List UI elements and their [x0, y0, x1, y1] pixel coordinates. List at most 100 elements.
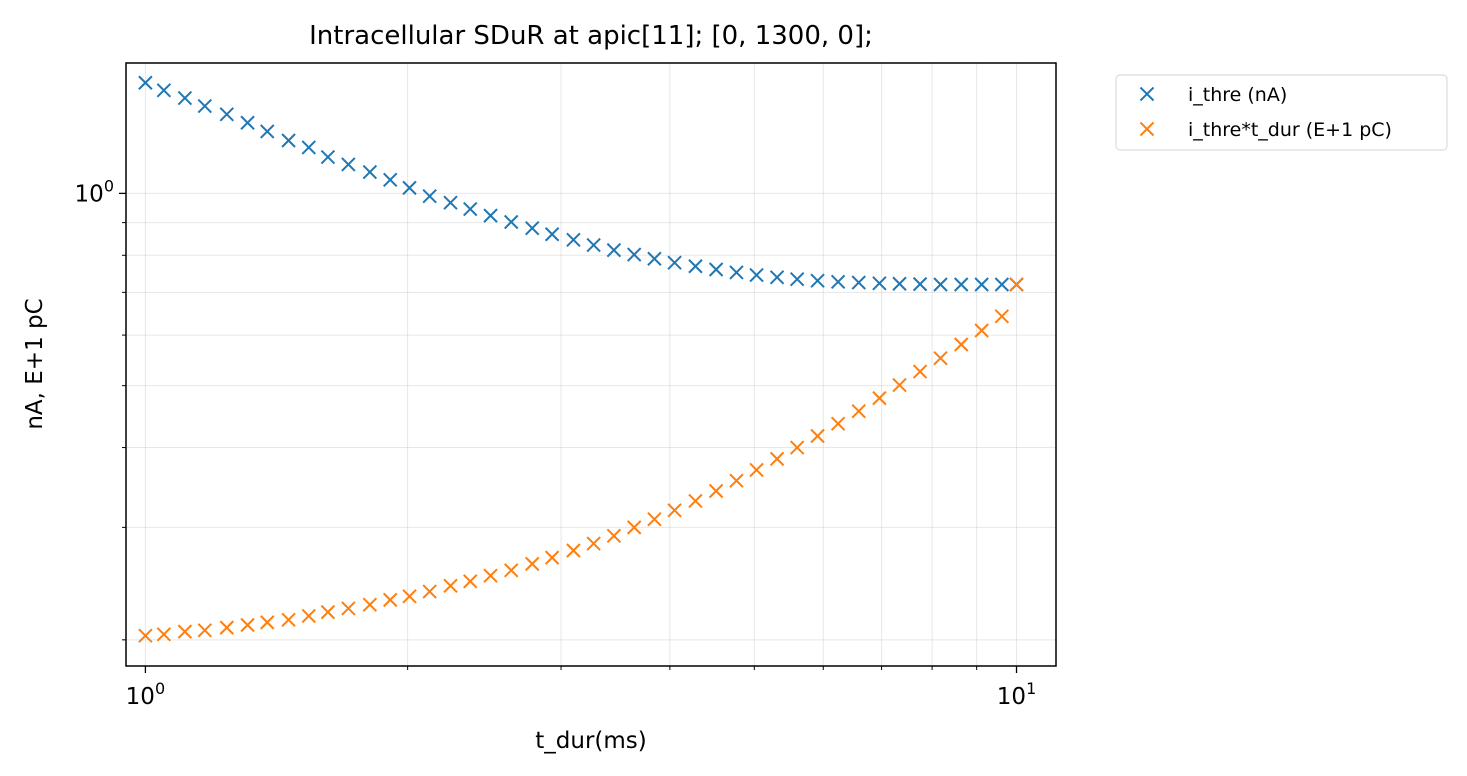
data-point	[177, 624, 193, 639]
data-point	[912, 364, 928, 379]
x-tick-label: 100	[126, 679, 165, 710]
data-point	[749, 462, 764, 478]
legend-marker	[1139, 86, 1155, 102]
data-point	[872, 390, 887, 406]
x-axis: 100 101	[126, 666, 1036, 710]
data-point	[281, 133, 296, 148]
data-point	[810, 273, 825, 288]
plot-frame	[125, 62, 1057, 667]
data-point	[301, 140, 316, 155]
data-point	[1009, 277, 1024, 292]
data-point	[138, 75, 153, 90]
data-point	[688, 259, 703, 274]
data-point	[240, 617, 255, 633]
data-point	[830, 416, 846, 431]
y-axis: 100	[75, 176, 126, 641]
data-point	[769, 451, 785, 467]
data-point	[240, 115, 255, 130]
data-point	[504, 214, 519, 230]
data-point	[954, 277, 969, 292]
data-point	[525, 221, 540, 236]
data-point	[463, 574, 478, 589]
data-point	[138, 628, 153, 643]
legend-box	[1115, 74, 1448, 151]
data-point	[544, 550, 560, 565]
data-point	[994, 309, 1010, 324]
data-point	[974, 323, 989, 338]
data-point	[708, 262, 724, 277]
data-point	[586, 237, 601, 253]
data-point	[954, 337, 969, 352]
data-point	[688, 493, 703, 509]
grid	[126, 63, 1056, 666]
data-point	[483, 568, 498, 583]
data-point	[197, 623, 213, 638]
data-point	[566, 543, 581, 558]
data-point	[647, 511, 662, 527]
series-1	[138, 75, 1024, 292]
data-point	[606, 528, 622, 544]
data-point	[156, 627, 172, 642]
data-point	[566, 232, 581, 247]
data-point	[504, 563, 519, 578]
data-markers	[138, 75, 1024, 643]
data-point	[362, 164, 378, 180]
data-point	[933, 277, 948, 292]
data-point	[994, 277, 1010, 292]
data-point	[892, 377, 907, 393]
data-point	[769, 270, 785, 285]
data-point	[156, 83, 172, 98]
data-point	[402, 180, 417, 196]
data-point	[443, 195, 458, 210]
data-point	[729, 265, 744, 280]
data-point	[872, 276, 887, 291]
data-point	[422, 584, 437, 599]
data-point	[830, 274, 846, 290]
data-point	[443, 578, 458, 594]
data-point	[667, 255, 682, 270]
data-point	[341, 601, 356, 616]
data-point	[422, 188, 437, 204]
data-point	[525, 556, 540, 572]
legend-label: i_thre*t_dur (E+1 pC)	[1188, 119, 1392, 141]
data-point	[341, 157, 356, 172]
data-point	[708, 483, 724, 499]
data-point	[729, 473, 744, 488]
data-point	[219, 107, 234, 122]
data-point	[789, 271, 805, 287]
data-point	[260, 615, 275, 630]
y-tick-label: 100	[75, 176, 114, 207]
data-point	[626, 247, 642, 262]
data-point	[544, 227, 560, 242]
x-tick-label: 101	[997, 679, 1036, 710]
data-point	[892, 276, 907, 291]
x-axis-label: t_dur(ms)	[535, 728, 647, 754]
data-point	[586, 536, 601, 551]
data-point	[483, 208, 498, 223]
data-point	[974, 277, 989, 292]
data-point	[647, 251, 662, 266]
y-axis-label: nA, E+1 pC	[22, 298, 48, 429]
data-point	[383, 592, 398, 608]
data-point	[260, 124, 275, 139]
data-point	[606, 242, 622, 258]
legend: i_thre (nA) i_thre*t_dur (E+1 pC)	[1115, 74, 1448, 151]
data-point	[626, 520, 642, 535]
data-point	[320, 149, 336, 165]
data-point	[933, 351, 948, 366]
legend-marker	[1139, 121, 1155, 137]
data-point	[749, 267, 764, 283]
data-point	[177, 90, 193, 106]
data-point	[851, 404, 866, 419]
data-point	[197, 98, 213, 114]
data-point	[851, 275, 866, 290]
chart-title: Intracellular SDuR at apic[11]; [0, 1300…	[309, 21, 873, 51]
data-point	[281, 612, 296, 627]
data-point	[463, 201, 478, 217]
data-point	[301, 608, 316, 624]
series-2	[138, 277, 1024, 643]
data-point	[383, 172, 398, 188]
data-point	[219, 620, 234, 635]
data-point	[402, 589, 417, 604]
